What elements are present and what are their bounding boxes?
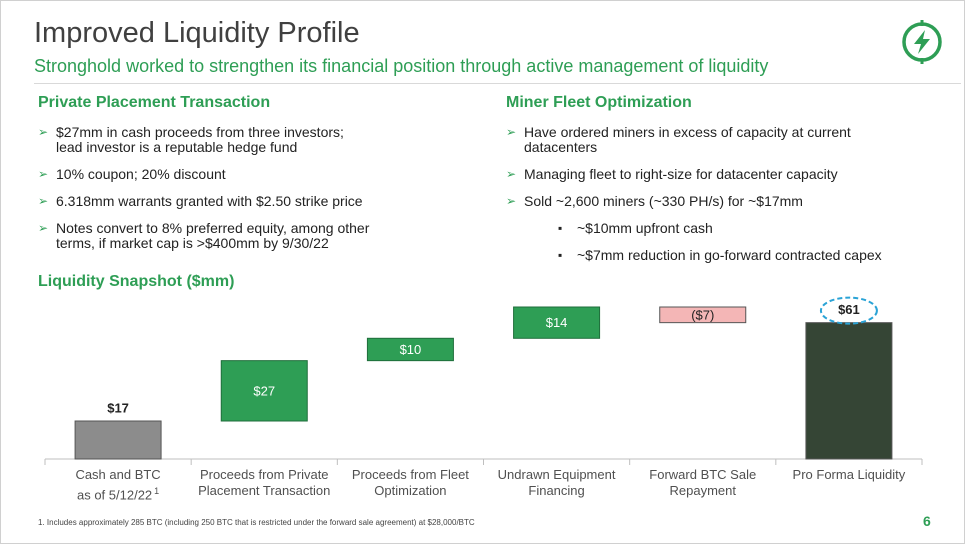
x-tick-label: Undrawn Equipment Financing	[497, 467, 616, 498]
bullet: 10% coupon; 20% discount	[38, 166, 488, 183]
sub-bullet: ~$7mm reduction in go-forward contracted…	[524, 248, 956, 264]
x-tick-label: Forward BTC Sale Repayment	[630, 467, 776, 499]
bar	[366, 337, 454, 362]
bar	[659, 306, 747, 324]
bullet: Sold ~2,600 miners (~330 PH/s) for ~$17m…	[506, 193, 956, 264]
x-tick-label: Forward BTC Sale Repayment	[649, 467, 757, 498]
bullet-line: Notes convert to 8% preferred equity, am…	[56, 220, 370, 236]
bullet-line: datacenters	[524, 139, 598, 155]
section-heading: Miner Fleet Optimization	[506, 94, 692, 111]
x-tick-label: Pro Forma Liquidity	[776, 467, 922, 483]
x-tick-label: Proceeds from Private Placement Transact…	[191, 467, 337, 499]
data-label: $10	[400, 342, 422, 357]
bullet-list: $27mm in cash proceeds from three invest…	[38, 125, 488, 263]
subtitle: Stronghold worked to strengthen its fina…	[34, 56, 769, 76]
bullet-line: Have ordered miners in excess of capacit…	[524, 124, 851, 140]
x-tick-label: Proceeds from Private Placement Transact…	[198, 467, 331, 498]
bullet-line: 6.318mm warrants granted with $2.50 stri…	[56, 193, 363, 209]
x-tick-label: Proceeds from Fleet Optimization	[351, 467, 469, 498]
bullet: Managing fleet to right-size for datacen…	[506, 166, 956, 183]
bullet-line: 10% coupon; 20% discount	[56, 166, 226, 182]
data-label: $27	[253, 383, 275, 398]
title: Improved Liquidity Profile	[34, 17, 360, 49]
x-tick-label: Cash and BTC as of 5/12/22 1	[68, 467, 168, 503]
bullet-list: Have ordered miners in excess of capacit…	[506, 125, 956, 275]
x-tick-label: Pro Forma Liquidity	[792, 467, 906, 482]
x-tick-label: Proceeds from Fleet Optimization	[337, 467, 483, 499]
footnote-marker: 1	[154, 486, 160, 496]
data-label: $17	[107, 400, 129, 415]
bar	[805, 322, 893, 460]
page-number: 6	[923, 513, 931, 529]
bullet-line: Managing fleet to right-size for datacen…	[524, 166, 838, 182]
bar	[74, 420, 162, 460]
x-tick-label: Cash and BTC as of 5/12/22	[75, 467, 161, 503]
data-label: $14	[546, 315, 568, 330]
bar	[220, 360, 308, 422]
bullet: $27mm in cash proceeds from three invest…	[38, 125, 488, 155]
highlight-circle	[819, 296, 878, 325]
sub-bullet: ~$10mm upfront cash	[524, 221, 956, 237]
chart-title: Liquidity Snapshot ($mm)	[38, 273, 235, 290]
x-tick-label: Undrawn Equipment Financing	[484, 467, 630, 499]
bar	[513, 306, 601, 339]
divider	[34, 83, 961, 84]
bullet-line: Sold ~2,600 miners (~330 PH/s) for ~$17m…	[524, 193, 803, 209]
bullet: Have ordered miners in excess of capacit…	[506, 125, 956, 155]
footnote: 1. Includes approximately 285 BTC (inclu…	[38, 518, 475, 527]
data-label: $61	[838, 302, 860, 317]
bullet: 6.318mm warrants granted with $2.50 stri…	[38, 193, 488, 210]
bullet-line: terms, if market cap is >$400mm by 9/30/…	[56, 235, 329, 251]
bullet: Notes convert to 8% preferred equity, am…	[38, 221, 488, 251]
logo	[902, 20, 942, 64]
section-heading: Private Placement Transaction	[38, 94, 271, 111]
bullet-line: $27mm in cash proceeds from three invest…	[56, 124, 344, 140]
bullet-line: lead investor is a reputable hedge fund	[56, 139, 298, 155]
data-label: ($7)	[691, 307, 714, 322]
